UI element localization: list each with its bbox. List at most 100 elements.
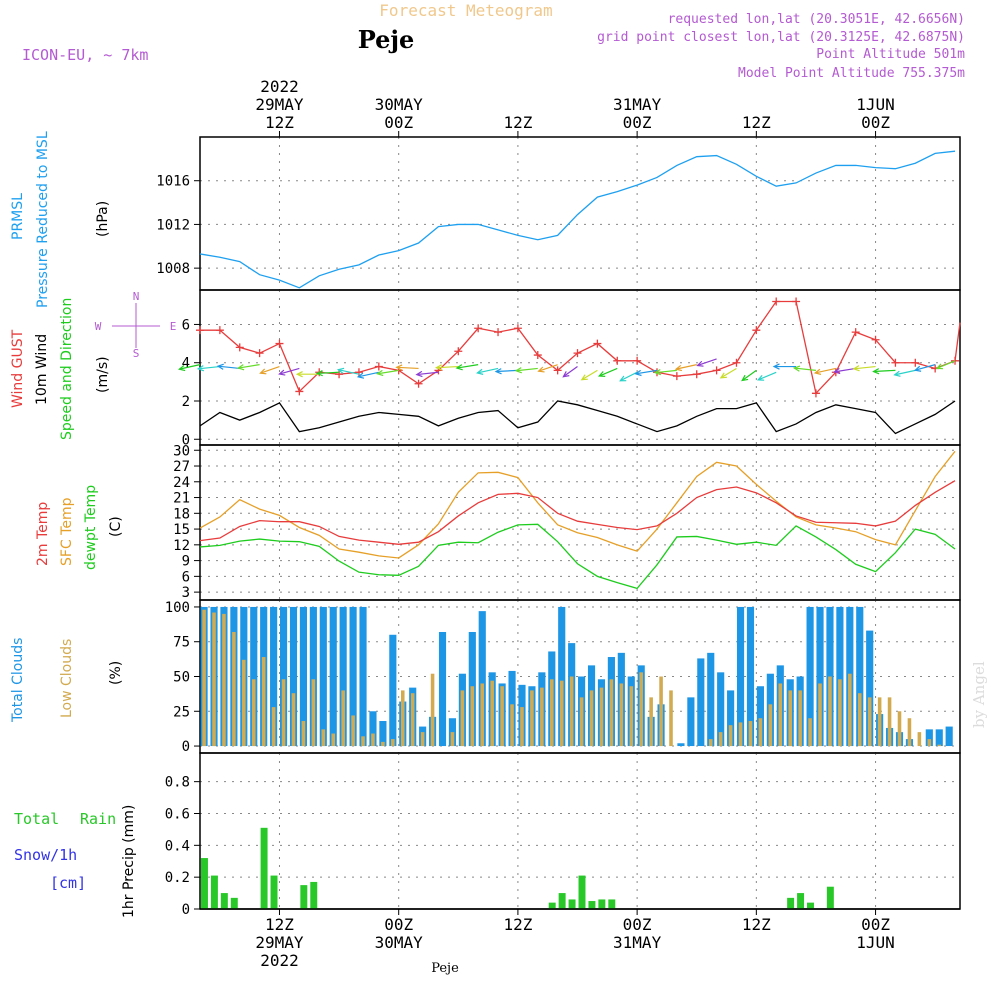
rain-bar	[807, 902, 814, 909]
panel-frame	[199, 136, 961, 291]
wind-arrow	[436, 365, 459, 369]
low-cloud-bar	[301, 721, 306, 747]
location-title: Peje	[358, 25, 415, 54]
rain-bar	[787, 897, 795, 909]
gust-marker	[593, 339, 602, 348]
wind-unit: (m/s)	[95, 356, 111, 393]
gust-marker	[196, 326, 204, 335]
wind-arrow	[853, 365, 876, 370]
gust-line	[200, 300, 956, 395]
low-cloud-bar	[937, 744, 942, 747]
total-cloud-bar	[727, 690, 735, 747]
wind-direction-label: Speed and Direction	[59, 298, 75, 440]
wind-arrow	[516, 367, 538, 372]
gust-marker	[275, 339, 284, 348]
wind-arrow	[238, 364, 260, 369]
y-tick-label: 0.8	[165, 775, 190, 791]
wind-arrow	[198, 365, 220, 370]
wind-arrow-head	[216, 363, 224, 370]
wind-arrow	[338, 369, 360, 375]
compass-rose: N E S W	[95, 290, 177, 360]
rain-bar	[568, 899, 576, 909]
rain-bar	[230, 897, 238, 909]
wind-arrow	[416, 371, 439, 376]
total-cloud-bar	[349, 606, 357, 747]
low-cloud-bar	[887, 697, 892, 747]
wind-arrow-head	[696, 360, 704, 367]
top-hour-label: 00Z	[861, 113, 890, 132]
wind10-label: 10m Wind	[34, 334, 50, 405]
low-cloud-bar	[838, 679, 842, 747]
y-tick-label: 1012	[156, 217, 190, 233]
total-cloud-bar	[856, 606, 864, 747]
rain-bar	[300, 885, 308, 909]
gust-marker	[792, 297, 801, 306]
wind-arrow-head	[415, 370, 423, 378]
low-cloud-bar	[738, 722, 743, 747]
model-altitude: Model Point Altitude 755.375m	[738, 66, 965, 81]
wind-arrow-head	[537, 366, 545, 373]
total-label: Total	[14, 810, 59, 828]
low-cloud-bar	[629, 686, 634, 747]
wind-arrow	[675, 364, 697, 370]
gust-marker	[414, 379, 423, 388]
wind-arrow-head	[813, 368, 822, 375]
wind-arrow	[260, 365, 280, 374]
low-cloud-bar	[540, 687, 544, 747]
low-cloud-bar	[232, 631, 236, 747]
wind-arrow-head	[833, 367, 841, 375]
low-cloud-bar	[242, 659, 246, 747]
gust-marker	[513, 324, 522, 333]
total-cloud-bar	[438, 631, 447, 747]
y-tick-label: 4	[182, 356, 190, 372]
wind-arrow-head	[278, 369, 286, 376]
bottom-date-label: 30MAY	[375, 933, 424, 952]
bottom-hour-label: 12Z	[503, 915, 532, 934]
low-cloud-bar	[907, 718, 912, 747]
low-cloud-label: Low Clouds	[59, 639, 75, 718]
gust-marker	[474, 324, 483, 333]
low-cloud-bar	[778, 683, 783, 747]
rain-bar	[548, 902, 556, 909]
top-hour-label: 12Z	[265, 113, 294, 132]
wind10-line	[199, 400, 956, 435]
temp2m-line	[199, 480, 956, 545]
gust-marker	[911, 358, 920, 367]
gust-marker	[712, 366, 721, 375]
low-cloud-bar	[430, 673, 435, 747]
low-cloud-bar	[490, 680, 494, 747]
low-cloud-bar	[569, 676, 574, 747]
temp2m-label: 2m Temp	[35, 502, 51, 566]
y-tick-label: 50	[173, 670, 190, 686]
total-cloud-label: Total Clouds	[10, 638, 26, 723]
wind-arrow-head	[719, 372, 727, 379]
total-cloud-bar	[339, 606, 347, 747]
y-tick-label: 24	[173, 475, 190, 491]
gust-marker	[553, 366, 562, 375]
low-cloud-bar	[480, 683, 485, 747]
rain-bar	[210, 875, 218, 909]
low-cloud-bar	[788, 690, 793, 747]
low-cloud-bar	[808, 718, 812, 747]
wind-arrow-head	[597, 371, 606, 377]
gust-marker	[672, 372, 681, 381]
bottom-hour-label: 12Z	[265, 915, 294, 934]
top-hour-label: 00Z	[623, 113, 652, 132]
requested-coords: requested lon,lat (20.3051E, 42.6656N)	[668, 12, 965, 27]
footer-location: Peje	[431, 961, 459, 976]
pressure-line	[199, 150, 956, 289]
cloud-unit: (%)	[108, 661, 124, 685]
wind-arrow	[317, 371, 340, 375]
gust-marker	[732, 358, 741, 367]
low-cloud-bar	[818, 683, 822, 747]
wind-arrow-head	[435, 364, 443, 371]
wind-arrow-head	[792, 365, 801, 372]
low-cloud-bar	[410, 693, 415, 747]
total-cloud-bar	[925, 729, 933, 747]
gust-marker	[633, 356, 642, 365]
low-cloud-bar	[391, 739, 395, 747]
total-cloud-bar	[836, 606, 844, 747]
rain-bar	[558, 893, 566, 909]
